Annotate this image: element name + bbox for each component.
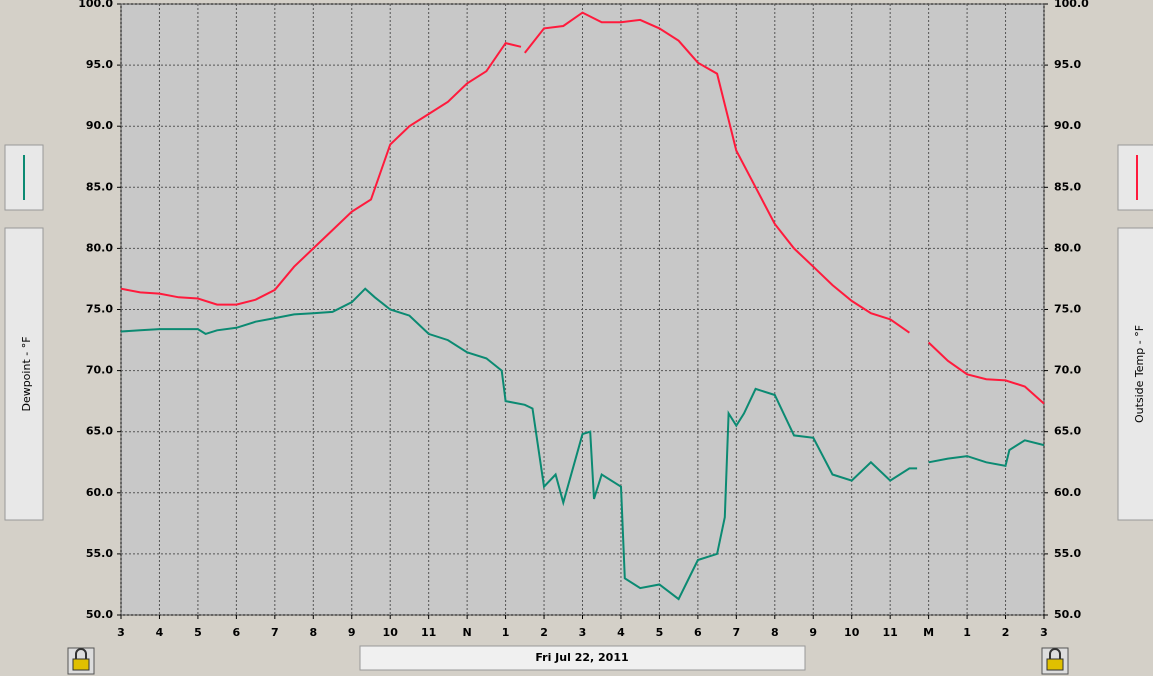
y2-tick-label: 80.0 bbox=[1054, 241, 1081, 254]
date-button[interactable] bbox=[359, 645, 806, 671]
x-tick-label: 6 bbox=[233, 626, 241, 639]
y2-tick-label: 100.0 bbox=[1054, 0, 1089, 10]
x-tick-label: 4 bbox=[156, 626, 164, 639]
y-tick-label: 85.0 bbox=[86, 180, 113, 193]
y-tick-label: 90.0 bbox=[86, 119, 113, 132]
x-tick-label: 7 bbox=[733, 626, 741, 639]
data-line bbox=[120, 287, 1045, 601]
chart-title: Fri Jul 22, 2011 bbox=[535, 651, 628, 664]
y2-tick-label: 85.0 bbox=[1054, 180, 1081, 193]
y2-tick-label: 70.0 bbox=[1054, 364, 1081, 377]
y-tick-label: 55.0 bbox=[86, 547, 113, 560]
x-tick-label: M bbox=[923, 626, 934, 639]
y-tick-label: 50.0 bbox=[86, 608, 113, 621]
y2-tick-label: 50.0 bbox=[1054, 608, 1081, 621]
y2-tick-label: 95.0 bbox=[1054, 58, 1081, 71]
x-tick-label: 8 bbox=[309, 626, 317, 639]
y-tick-label: 75.0 bbox=[86, 303, 113, 316]
legend-box-right[interactable] bbox=[1117, 144, 1153, 211]
x-tick-label: 11 bbox=[421, 626, 436, 639]
y2-tick-label: 75.0 bbox=[1054, 303, 1081, 316]
x-tick-label: 10 bbox=[383, 626, 399, 639]
y2-tick-label: 55.0 bbox=[1054, 547, 1081, 560]
x-tick-label: 7 bbox=[271, 626, 279, 639]
x-tick-label: 5 bbox=[194, 626, 202, 639]
x-tick-label: 3 bbox=[117, 626, 125, 639]
x-tick-label: 5 bbox=[656, 626, 664, 639]
y2-axis-label: Outside Temp - °F bbox=[1133, 325, 1146, 423]
y-tick-label: 70.0 bbox=[86, 364, 113, 377]
ylabel-panel bbox=[4, 227, 44, 521]
y-axis-label: Dewpoint - °F bbox=[20, 336, 33, 411]
x-tick-label: 3 bbox=[1040, 626, 1048, 639]
x-tick-label: 3 bbox=[579, 626, 587, 639]
lock-icon-right[interactable] bbox=[1041, 647, 1069, 675]
y2-tick-label: 60.0 bbox=[1054, 486, 1081, 499]
y-tick-label: 100.0 bbox=[78, 0, 113, 10]
x-tick-label: 4 bbox=[617, 626, 625, 639]
x-tick-label: 6 bbox=[694, 626, 702, 639]
x-tick-label: 11 bbox=[883, 626, 898, 639]
x-tick-label: 1 bbox=[963, 626, 971, 639]
x-tick-label: 9 bbox=[348, 626, 356, 639]
x-tick-label: N bbox=[463, 626, 472, 639]
x-tick-label: 10 bbox=[844, 626, 860, 639]
y2-tick-label: 90.0 bbox=[1054, 119, 1081, 132]
y-tick-label: 95.0 bbox=[86, 58, 113, 71]
data-line bbox=[120, 11, 1045, 405]
x-tick-label: 9 bbox=[809, 626, 817, 639]
x-tick-label: 2 bbox=[540, 626, 548, 639]
x-tick-label: 1 bbox=[502, 626, 510, 639]
x-tick-label: 2 bbox=[1002, 626, 1010, 639]
lock-icon-left[interactable] bbox=[67, 647, 95, 675]
y2-tick-label: 65.0 bbox=[1054, 425, 1081, 438]
y-tick-label: 80.0 bbox=[86, 241, 113, 254]
y-tick-label: 60.0 bbox=[86, 486, 113, 499]
x-tick-label: 8 bbox=[771, 626, 779, 639]
y-tick-label: 65.0 bbox=[86, 425, 113, 438]
y2label-panel bbox=[1117, 227, 1153, 521]
